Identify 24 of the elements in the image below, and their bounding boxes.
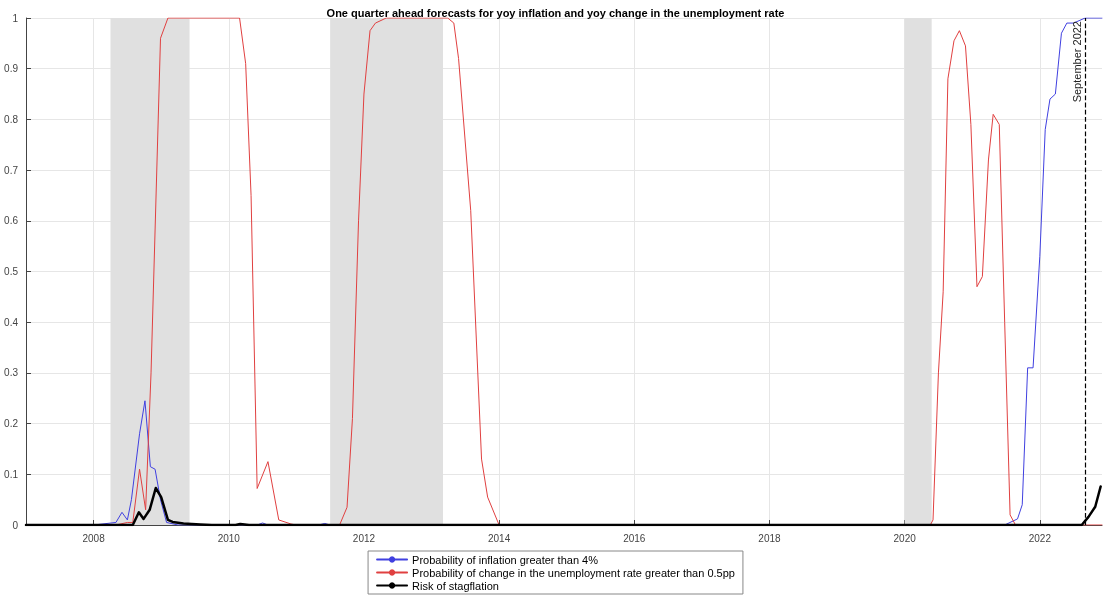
y-tick-label: 0.9 bbox=[4, 63, 19, 75]
legend-label: Probability of change in the unemployment rate greater than 0.5pp bbox=[412, 566, 735, 579]
ref-line-label: September 2022 bbox=[1070, 21, 1083, 103]
y-tick-label: 0.3 bbox=[4, 367, 19, 379]
x-tick-label: 2014 bbox=[487, 532, 511, 544]
x-tick-label: 2022 bbox=[1028, 532, 1052, 544]
legend-label: Probability of inflation greater than 4% bbox=[412, 553, 599, 566]
y-tick-label: 0 bbox=[12, 519, 19, 531]
y-tick-label: 1 bbox=[12, 12, 19, 24]
y-tick-label: 0.2 bbox=[4, 418, 19, 430]
x-tick-label: 2020 bbox=[893, 532, 917, 544]
legend-label: Risk of stagflation bbox=[412, 579, 499, 592]
y-tick-label: 0.7 bbox=[4, 164, 19, 176]
chart-title: One quarter ahead forecasts for yoy inflation and yoy change in the unemployment rate bbox=[326, 6, 785, 19]
x-tick-label: 2012 bbox=[352, 532, 376, 544]
x-tick-label: 2008 bbox=[82, 532, 106, 544]
x-tick-label: 2010 bbox=[217, 532, 241, 544]
y-tick-label: 0.6 bbox=[4, 215, 19, 227]
y-tick-label: 0.4 bbox=[4, 316, 19, 328]
y-tick-label: 0.5 bbox=[4, 266, 19, 277]
x-tick-label: 2018 bbox=[758, 532, 782, 544]
y-tick-label: 0.1 bbox=[4, 468, 19, 480]
x-tick-label: 2016 bbox=[623, 532, 646, 544]
y-tick-label: 0.8 bbox=[4, 113, 19, 125]
